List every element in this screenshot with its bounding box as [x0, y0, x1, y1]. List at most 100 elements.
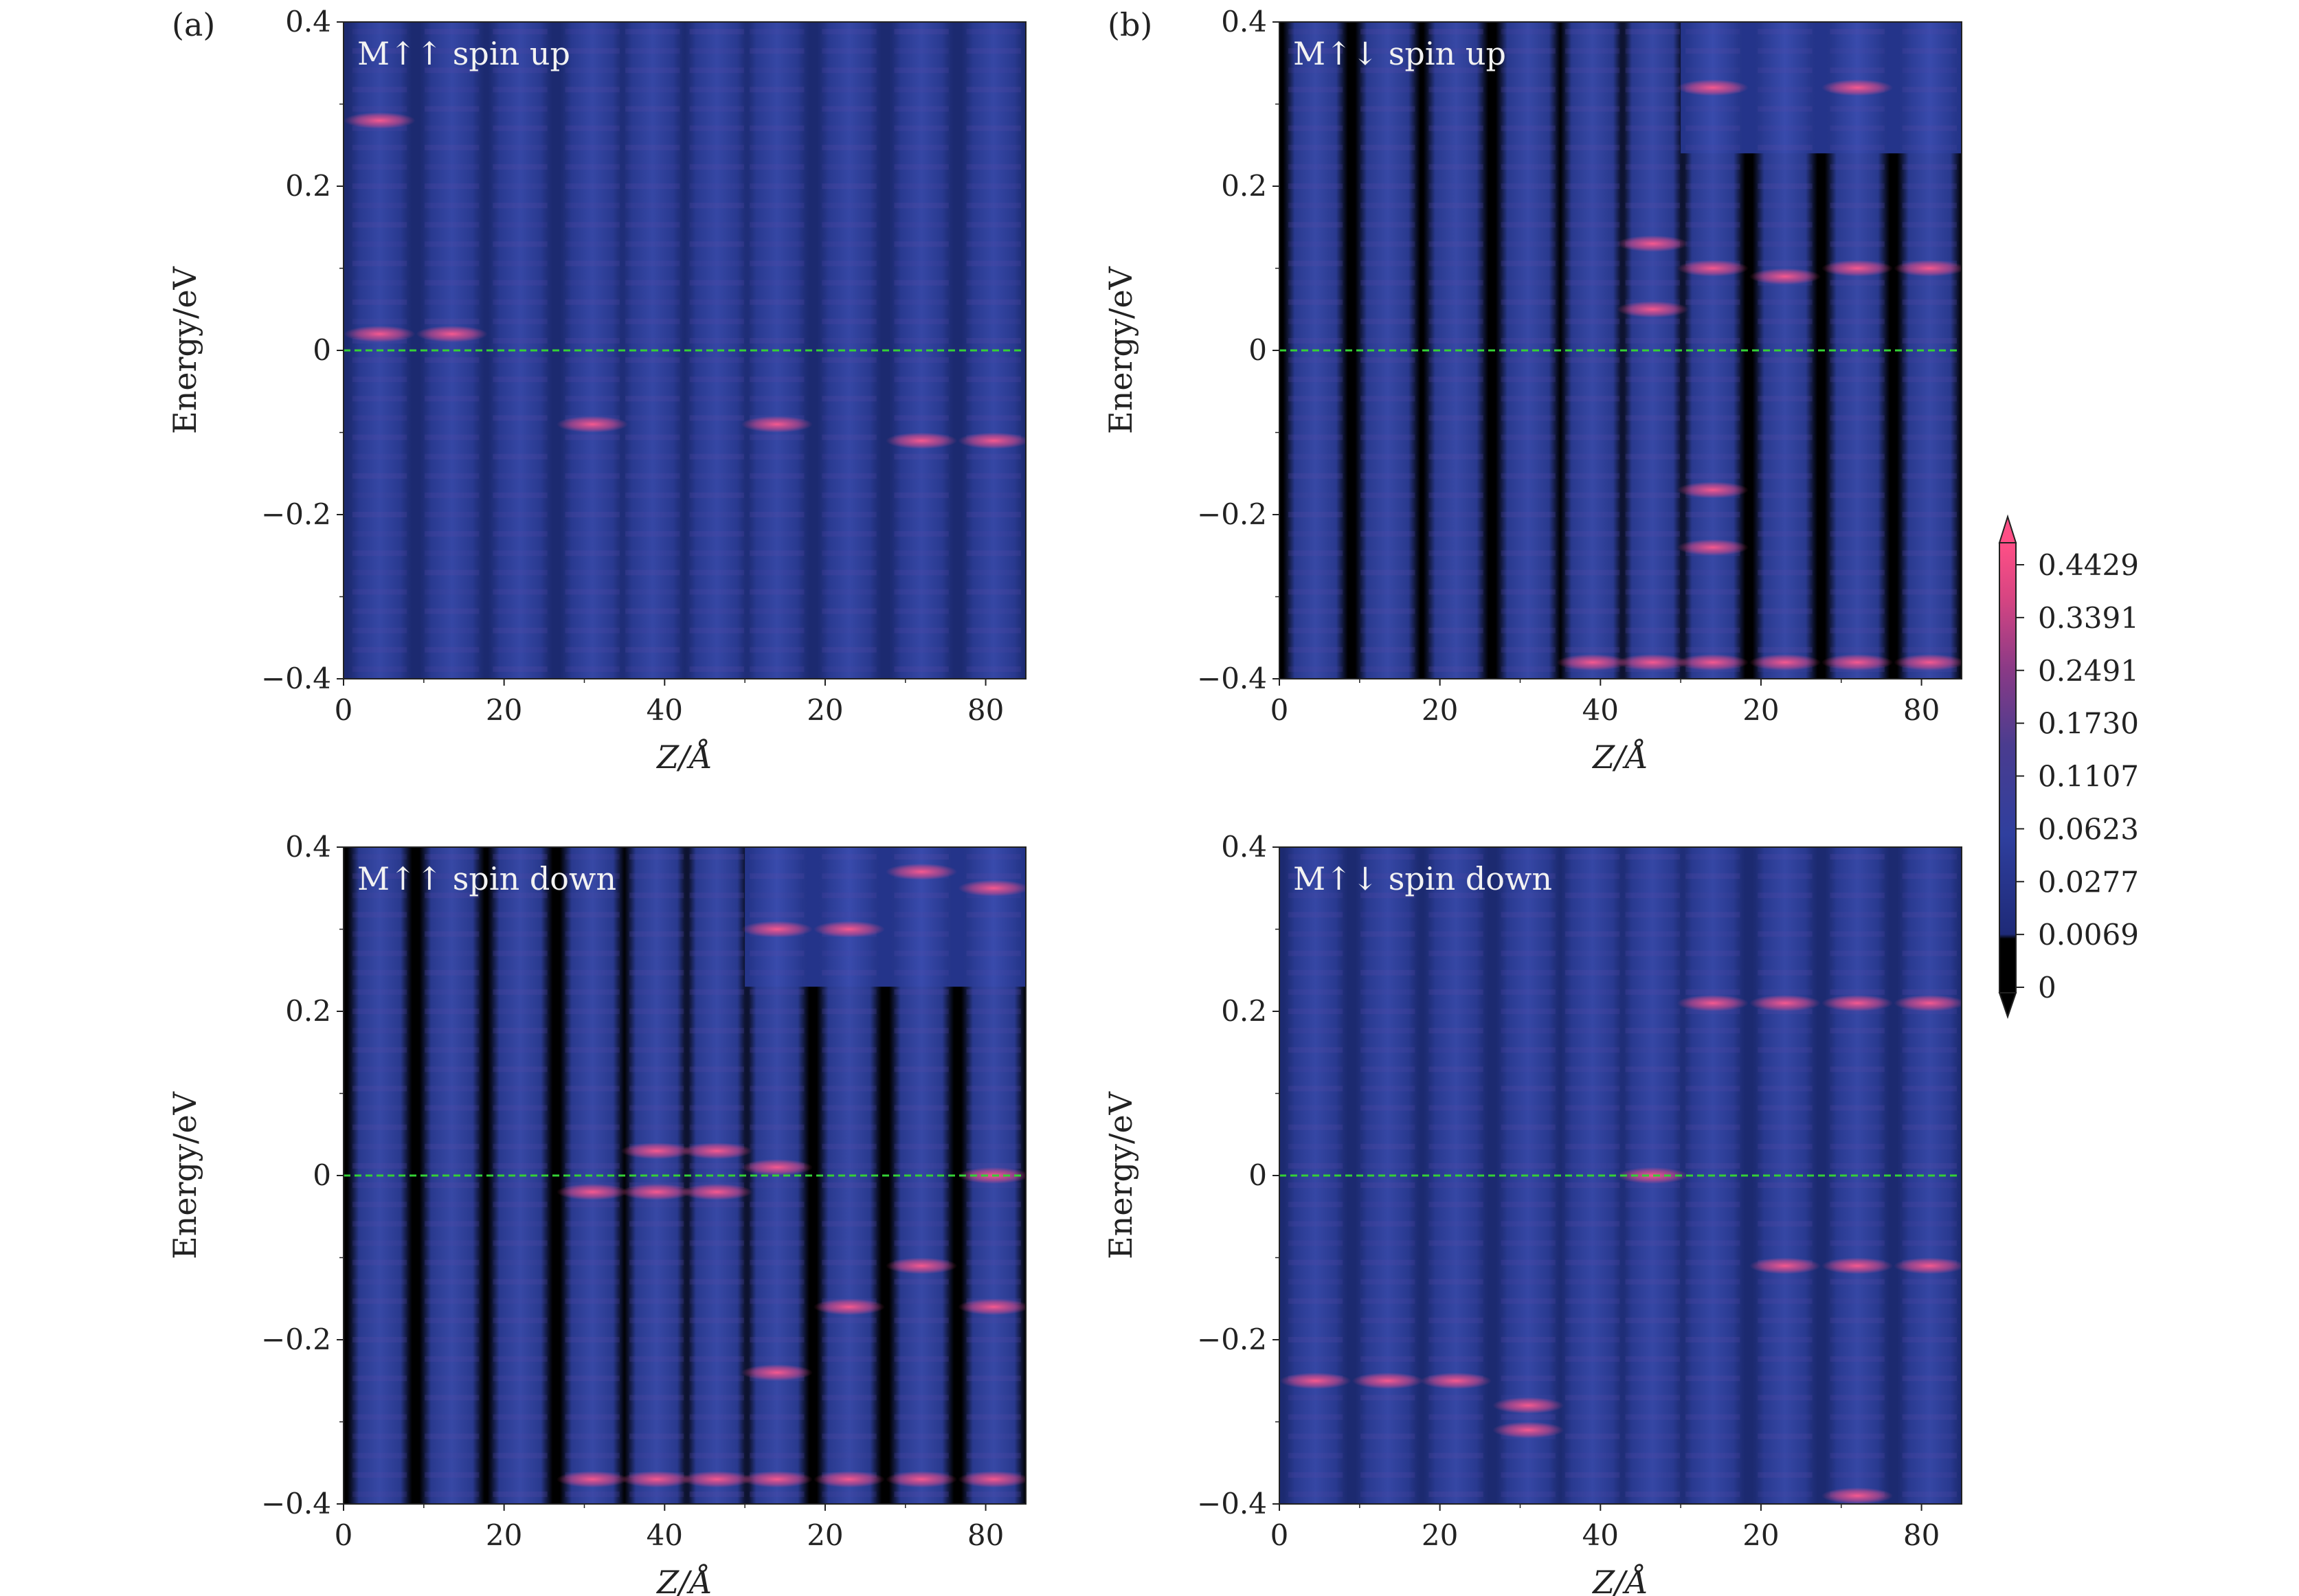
dos-stripe [565, 183, 620, 189]
dos-stripe [424, 67, 480, 74]
dos-stripe [750, 492, 805, 498]
dos-stripe [689, 203, 744, 209]
dos-stripe [1685, 337, 1740, 344]
dos-stripe [894, 512, 949, 517]
dos-stripe [1830, 318, 1885, 324]
dos-stripe [966, 453, 1021, 460]
dos-stripe [424, 570, 480, 576]
dos-stripe [1758, 125, 1813, 131]
dos-stripe [822, 1105, 877, 1111]
dos-stripe [966, 48, 1021, 54]
dos-stripe [1501, 1240, 1556, 1246]
dos-stripe [1625, 415, 1680, 421]
hot-band [681, 1471, 753, 1488]
dos-stripe [750, 453, 805, 460]
dos-stripe [565, 222, 620, 228]
dos-stripe [1830, 241, 1885, 247]
dos-stripe [689, 376, 744, 383]
dos-stripe [1685, 1105, 1740, 1111]
x-tick-label: 20 [486, 1518, 522, 1552]
dos-stripe [493, 1124, 548, 1130]
dos-stripe [1758, 48, 1813, 54]
dos-stripe [1501, 1086, 1556, 1092]
dos-stripe [689, 531, 744, 537]
dos-stripe [966, 222, 1021, 228]
dos-stripe [493, 666, 548, 672]
dos-stripe [894, 492, 949, 498]
dos-stripe [966, 1028, 1021, 1034]
dos-stripe [1685, 1452, 1740, 1459]
dos-stripe [1428, 912, 1483, 918]
dos-stripe [1758, 912, 1813, 918]
dos-stripe [352, 87, 407, 93]
dos-stripe [1685, 854, 1740, 860]
dos-stripe [822, 183, 877, 189]
dos-stripe [894, 1143, 949, 1149]
dos-stripe [1501, 950, 1556, 956]
dos-stripe [1758, 1240, 1813, 1246]
dos-stripe [493, 144, 548, 150]
dos-stripe [1288, 67, 1343, 74]
dos-stripe [689, 550, 744, 557]
dos-column [684, 22, 750, 679]
dos-stripe [424, 647, 480, 653]
dos-stripe [966, 1279, 1021, 1285]
dos-stripe [1758, 337, 1813, 344]
dos-stripe [1565, 1433, 1620, 1439]
dos-stripe [493, 1162, 548, 1169]
x-tick-label: 20 [1422, 1518, 1458, 1552]
dos-stripe [1501, 931, 1556, 937]
dos-stripe [1685, 183, 1740, 189]
dos-stripe [352, 1433, 407, 1439]
dos-stripe [1758, 1162, 1813, 1169]
dos-stripe [1565, 48, 1620, 54]
dos-stripe [352, 396, 407, 402]
dos-stripe [565, 203, 620, 209]
dos-stripe [1428, 873, 1483, 879]
dos-stripe [1501, 512, 1556, 517]
dos-stripe [493, 1105, 548, 1111]
hot-band [1676, 260, 1749, 277]
dos-stripe [424, 627, 480, 633]
dos-stripe [1565, 873, 1620, 879]
dos-stripe [1501, 337, 1556, 344]
dos-stripe [1501, 873, 1556, 879]
dos-stripe [1902, 1317, 1957, 1323]
dos-stripe [1830, 106, 1885, 112]
dos-stripe [822, 337, 877, 344]
dos-stripe [1501, 912, 1556, 918]
dos-stripe [565, 280, 620, 286]
dos-stripe [1501, 183, 1556, 189]
dos-stripe [565, 260, 620, 267]
dos-stripe [894, 1182, 949, 1189]
dos-stripe [1360, 1047, 1415, 1053]
dos-stripe [1428, 1472, 1483, 1478]
dos-stripe [1902, 67, 1957, 74]
dos-stripe [1360, 1009, 1415, 1014]
dos-stripe [1625, 1162, 1680, 1169]
dos-stripe [966, 1491, 1021, 1497]
hot-band [741, 921, 813, 938]
dos-stripe [1565, 67, 1620, 74]
dos-stripe [1360, 1414, 1415, 1420]
dos-stripe [424, 550, 480, 557]
dos-stripe [1565, 512, 1620, 517]
dos-stripe [1360, 1433, 1415, 1439]
dos-stripe [424, 1240, 480, 1246]
dos-stripe [1625, 473, 1680, 479]
dos-stripe [1625, 1491, 1680, 1497]
dos-stripe [1902, 1356, 1957, 1362]
dos-stripe [1288, 1317, 1343, 1323]
dos-stripe [689, 1279, 744, 1285]
dos-stripe [966, 1317, 1021, 1323]
dos-stripe [424, 280, 480, 286]
dos-stripe [1501, 203, 1556, 209]
dos-stripe [1625, 434, 1680, 440]
dos-stripe [629, 1375, 684, 1382]
dos-stripe [493, 125, 548, 131]
dos-stripe [565, 1086, 620, 1092]
dos-stripe [1428, 950, 1483, 956]
hot-band [1676, 995, 1749, 1012]
dos-stripe [966, 29, 1021, 35]
dos-stripe [1428, 666, 1483, 672]
